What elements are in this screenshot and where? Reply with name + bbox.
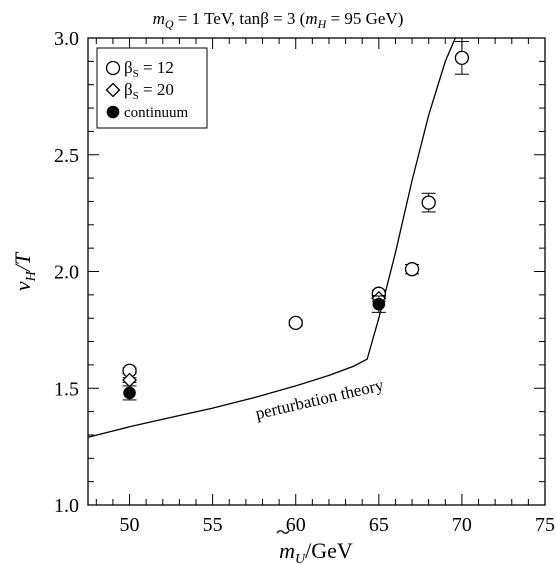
data-point [454,41,470,75]
y-tick-label: 1.5 [54,378,79,400]
x-tick-label: 75 [535,514,555,536]
marker-circle-filled [123,386,136,400]
marker-circle-open [454,50,470,65]
x-tick-label: 50 [120,514,140,536]
legend-label: βS = 20 [124,80,174,102]
marker-circle-open [421,195,436,210]
y-tick-label: 2.5 [54,145,79,167]
perturbation-theory-curve [87,37,456,438]
chart-title: mQ = 1 TeV, tanβ = 3 (mH = 95 GeV) [153,9,404,31]
data-point [404,262,420,277]
legend-marker-circle-open [105,60,121,76]
legend-label: continuum [124,105,188,121]
x-axis-label-tilde [276,530,290,534]
marker-circle-filled [372,297,386,311]
x-tick-label: 60 [286,514,306,536]
legend-marker-circle-filled [106,105,120,119]
x-tick-label: 70 [452,514,472,536]
data-point [371,295,386,313]
title-text: mQ = 1 TeV, tanβ = 3 (mH = 95 GeV) [153,9,404,31]
x-tick-label: 55 [203,514,223,536]
data-point [421,192,436,213]
marker-circle-open [288,315,303,331]
y-axis-label: vH/T [10,251,39,291]
y-tick-label: 1.0 [54,495,79,517]
perturbation-theory-label: perturbation theory [254,375,386,423]
x-tick-label: 65 [369,514,389,536]
data-point [122,385,137,401]
y-tick-label: 3.0 [54,28,79,50]
legend-label: βS = 12 [124,58,174,80]
legend-marker-diamond-open [105,82,121,98]
data-point [288,315,303,331]
y-tick-label: 2.0 [54,262,79,284]
x-axis-label: mU/GeV [279,538,353,565]
marker-circle-open [404,262,420,277]
